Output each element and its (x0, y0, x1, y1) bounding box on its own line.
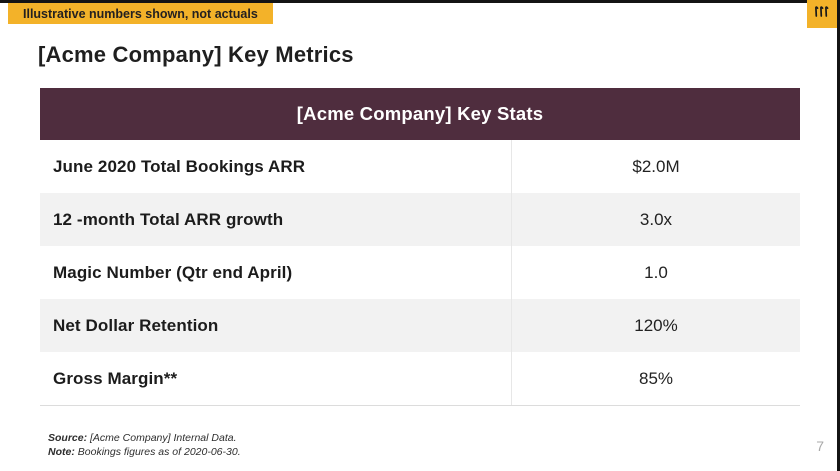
metric-label: Gross Margin** (53, 368, 178, 388)
table-row: June 2020 Total Bookings ARR $2.0M (40, 140, 800, 193)
metric-value: 120% (511, 299, 800, 352)
metric-label: Magic Number (Qtr end April) (53, 262, 293, 282)
table-header: [Acme Company] Key Stats (40, 88, 800, 140)
disclaimer-banner: Illustrative numbers shown, not actuals (8, 3, 273, 24)
key-stats-table: [Acme Company] Key Stats June 2020 Total… (40, 88, 800, 406)
metric-label: June 2020 Total Bookings ARR (53, 156, 306, 176)
metric-label: Net Dollar Retention (53, 315, 219, 335)
date-note: Note: Bookings figures as of 2020-06-30. (48, 445, 241, 459)
source-note-text: [Acme Company] Internal Data. (87, 432, 237, 444)
source-note: Source: [Acme Company] Internal Data. (48, 431, 241, 445)
table-row: Net Dollar Retention 120% (40, 299, 800, 352)
three-stroke-m-logo-icon (815, 5, 829, 23)
table-row: Gross Margin** 85% (40, 352, 800, 405)
table-row: 12 -month Total ARR growth 3.0x (40, 193, 800, 246)
metric-label: 12 -month Total ARR growth (53, 209, 284, 229)
top-edge-strip (0, 0, 840, 3)
metric-value: 1.0 (511, 246, 800, 299)
table-row: Magic Number (Qtr end April) 1.0 (40, 246, 800, 299)
page-number: 7 (816, 438, 824, 454)
disclaimer-text: Illustrative numbers shown, not actuals (23, 6, 258, 21)
metric-value: $2.0M (511, 140, 800, 193)
date-note-text: Bookings figures as of 2020-06-30. (74, 446, 241, 458)
page-title: [Acme Company] Key Metrics (38, 42, 354, 67)
metric-value: 85% (511, 352, 800, 405)
right-edge-strip (837, 0, 840, 471)
metric-value: 3.0x (511, 193, 800, 246)
date-note-label: Note: (48, 446, 75, 458)
brand-logo-box (807, 0, 837, 28)
footer-notes: Source: [Acme Company] Internal Data. No… (48, 431, 241, 459)
source-note-label: Source: (48, 432, 88, 444)
